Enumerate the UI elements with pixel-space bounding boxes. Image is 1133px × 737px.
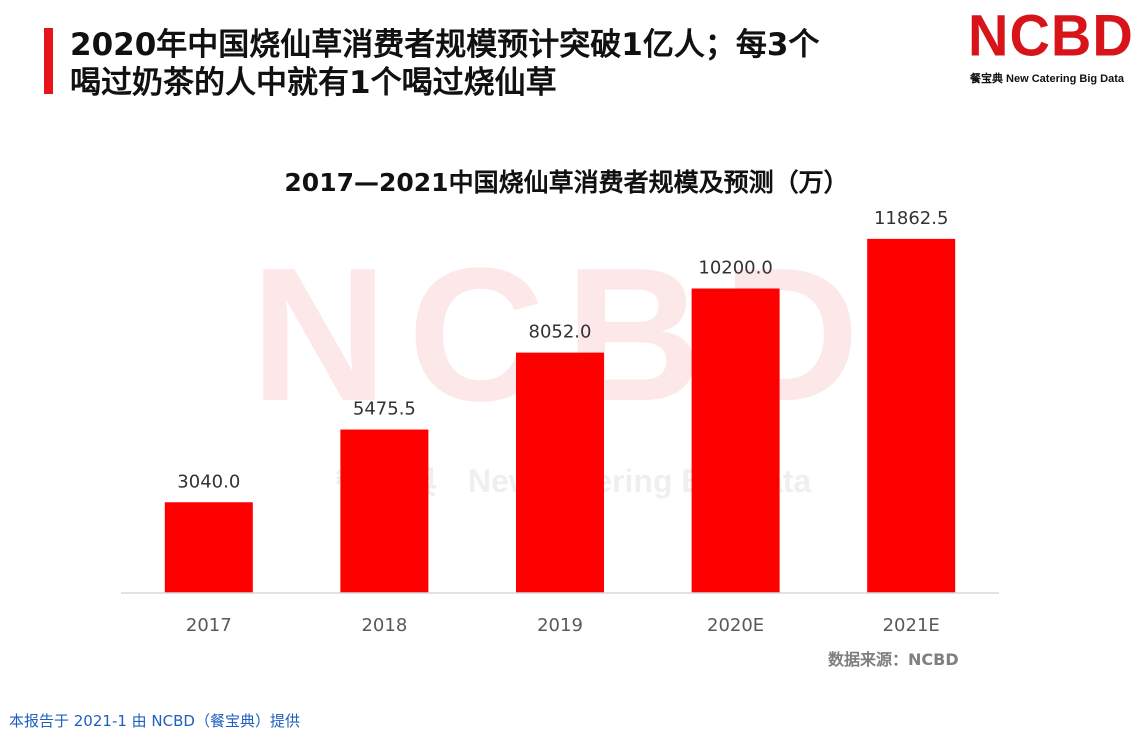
data-label-2018: 5475.5 <box>353 399 416 420</box>
data-label-2021E: 11862.5 <box>874 208 948 229</box>
bar-2018 <box>340 429 429 593</box>
page-title-line-2: 喝过奶茶的人中就有1个喝过烧仙草 <box>70 65 557 101</box>
source-note: 数据来源：NCBD <box>828 650 959 669</box>
footer-note: 本报告于 2021-1 由 NCBD（餐宝典）提供 <box>9 712 300 730</box>
logo-tagline: 餐宝典 New Catering Big Data <box>970 73 1125 85</box>
data-label-2017: 3040.0 <box>177 471 240 492</box>
x-tick-label-2020E: 2020E <box>707 615 764 636</box>
bar-series <box>164 238 956 594</box>
bar-2019 <box>516 352 604 593</box>
ncbd-logo: NCBD 餐宝典 New Catering Big Data <box>968 1 1133 86</box>
chart-title: 2017—2021中国烧仙草消费者规模及预测（万） <box>284 168 849 197</box>
x-tick-label-2019: 2019 <box>537 615 583 636</box>
logo-mark: NCBD <box>968 1 1133 68</box>
x-tick-label-2018: 2018 <box>361 615 407 636</box>
data-labels: 3040.0 5475.5 8052.0 10200.0 11862.5 <box>177 208 948 492</box>
title-accent-bar <box>44 28 53 94</box>
page-title: 2020年中国烧仙草消费者规模预计突破1亿人；每3个 喝过奶茶的人中就有1个喝过… <box>70 26 940 102</box>
x-tick-labels: 2017 2018 2019 2020E 2021E <box>186 615 940 636</box>
x-tick-label-2017: 2017 <box>186 615 232 636</box>
page-title-line-1: 2020年中国烧仙草消费者规模预计突破1亿人；每3个 <box>70 27 820 63</box>
x-tick-label-2021E: 2021E <box>883 615 940 636</box>
bar-2017 <box>164 502 253 593</box>
data-label-2020E: 10200.0 <box>698 258 772 279</box>
data-label-2019: 8052.0 <box>529 322 592 343</box>
bar-2020E <box>691 288 780 593</box>
bar-2021E <box>867 238 956 594</box>
